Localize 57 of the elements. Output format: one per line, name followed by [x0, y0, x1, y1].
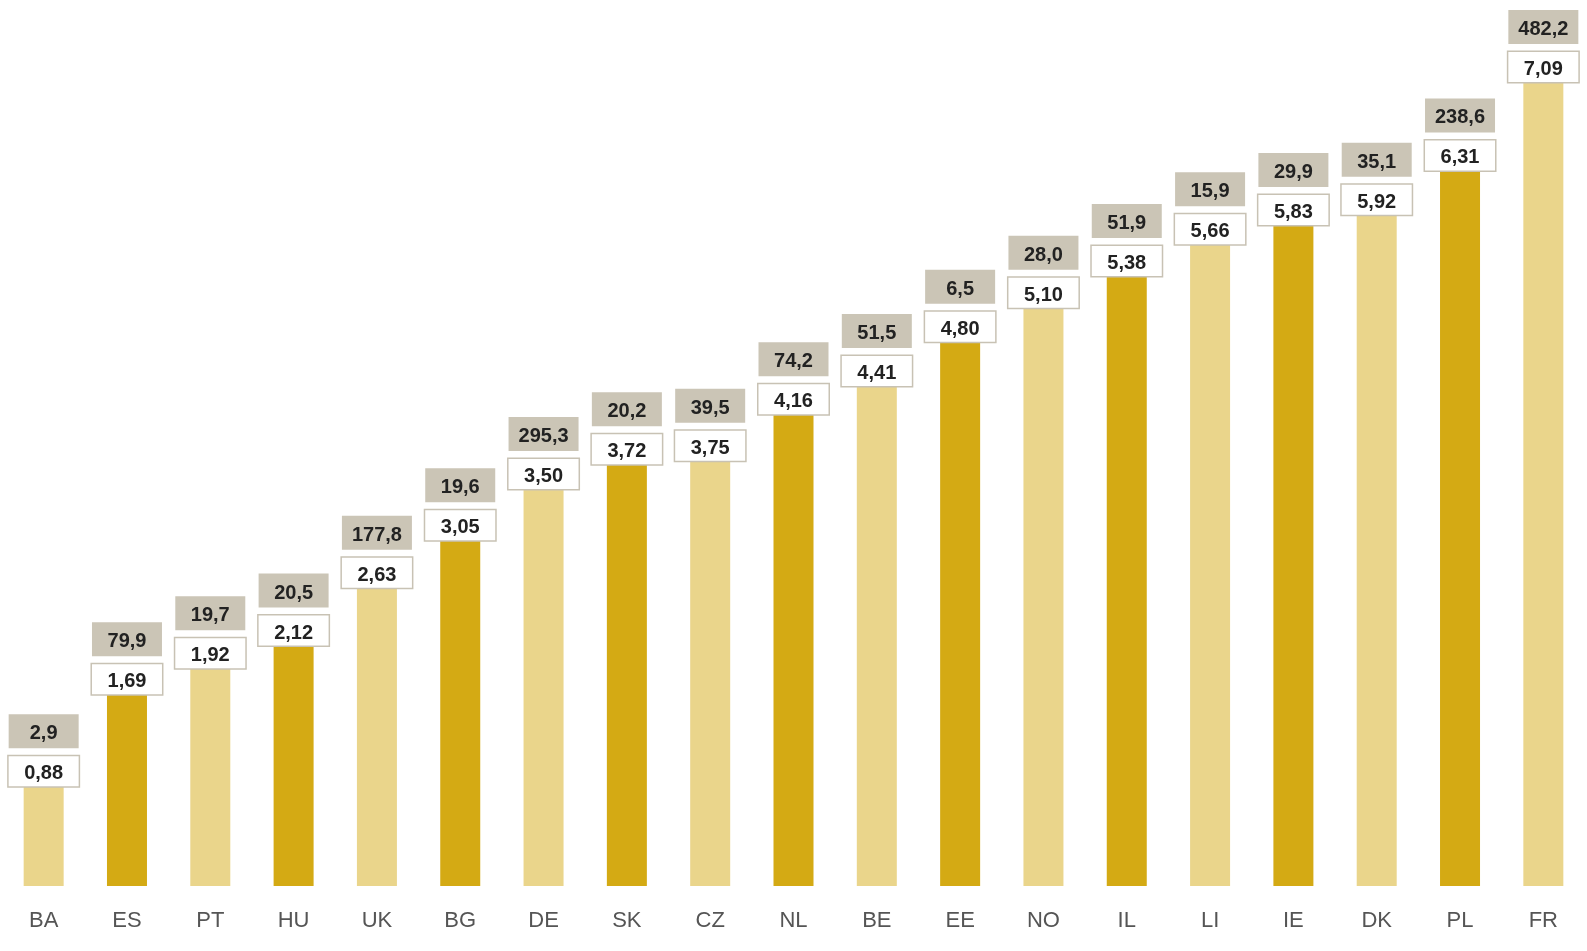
- x-tick-label: LI: [1200, 906, 1220, 932]
- annotation: 177,8: [351, 522, 402, 545]
- annotation: 35,1: [1357, 149, 1397, 172]
- x-tick-label: BE: [862, 906, 892, 932]
- annotation: 29,9: [1273, 159, 1313, 182]
- data-label: 1,69: [107, 669, 147, 692]
- annotation: 51,5: [857, 320, 897, 343]
- annotation: 51,9: [1107, 210, 1147, 233]
- annotation: 6,5: [946, 276, 975, 299]
- x-tick-label: PT: [196, 906, 225, 932]
- annotation: 28,0: [1023, 242, 1063, 265]
- data-label: 4,41: [857, 360, 897, 383]
- annotation: 74,2: [774, 349, 813, 372]
- x-tick-label: BG: [444, 906, 477, 932]
- data-label: 2,12: [274, 620, 314, 643]
- annotation: 15,9: [1190, 179, 1230, 202]
- annotation: 20,5: [274, 580, 314, 603]
- x-tick-label: HU: [277, 906, 310, 932]
- annotation: 19,7: [190, 603, 230, 626]
- annotation: 79,9: [107, 629, 147, 652]
- x-tick-label: BA: [28, 906, 59, 932]
- annotation: 295,3: [518, 424, 569, 447]
- data-label: 5,38: [1107, 250, 1147, 273]
- data-label: 7,09: [1523, 57, 1563, 79]
- x-tick-label: IE: [1283, 906, 1304, 932]
- annotation: 39,5: [690, 395, 730, 418]
- annotation: 238,6: [1434, 105, 1486, 128]
- x-tick-label: EE: [945, 906, 975, 932]
- x-tick-label: DE: [528, 906, 559, 932]
- data-label: 1,92: [190, 643, 230, 666]
- x-tick-label: NL: [779, 906, 808, 932]
- x-tick-label: PL: [1446, 906, 1474, 932]
- data-label: 3,50: [524, 464, 564, 487]
- x-tick-label: FR: [1528, 906, 1559, 932]
- data-label: 4,80: [940, 316, 980, 339]
- data-label: 3,75: [690, 435, 730, 458]
- data-label: 3,05: [440, 515, 480, 538]
- data-label: 4,16: [774, 389, 813, 412]
- x-tick-label: IL: [1117, 906, 1136, 932]
- data-label: 5,92: [1357, 189, 1397, 212]
- data-label: 3,72: [607, 439, 647, 462]
- data-label: 5,66: [1190, 219, 1230, 242]
- data-label: 2,63: [357, 562, 397, 585]
- x-tick-label: DK: [1361, 906, 1393, 932]
- data-label: 5,83: [1273, 199, 1313, 222]
- annotation: 20,2: [607, 399, 647, 422]
- x-tick-label: ES: [112, 906, 142, 932]
- annotation: 19,6: [440, 475, 480, 498]
- data-label: 0,88: [24, 761, 64, 784]
- x-tick-label: UK: [361, 906, 393, 932]
- annotation: 2,9: [29, 721, 58, 744]
- annotation: 482,2: [1518, 17, 1569, 39]
- data-label: 6,31: [1440, 145, 1480, 168]
- x-tick-label: CZ: [695, 906, 725, 932]
- x-tick-label: SK: [612, 906, 642, 932]
- data-label: 5,10: [1023, 282, 1063, 305]
- x-tick-label: NO: [1026, 906, 1060, 932]
